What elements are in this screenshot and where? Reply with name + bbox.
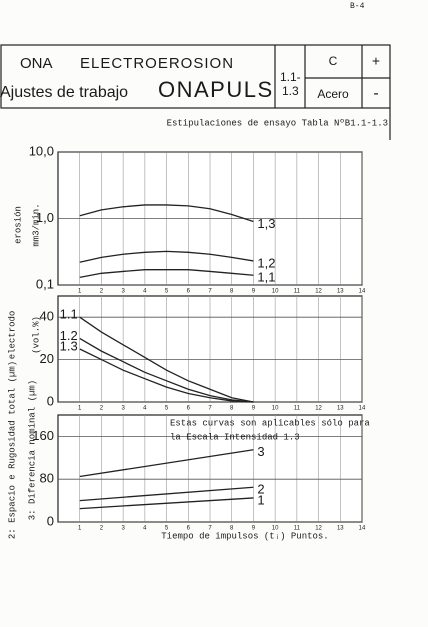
series-label: 1: [257, 492, 264, 507]
y-axis-label: erosión: [13, 206, 23, 244]
x-tick-label: 13: [337, 289, 344, 295]
series-label: 1,1: [257, 270, 275, 285]
product-line: ELECTROEROSION: [80, 55, 234, 72]
x-tick-label: 10: [272, 406, 279, 412]
subtitle: Ajustes de trabajo: [0, 84, 128, 101]
x-tick-label: 8: [230, 526, 234, 532]
x-tick-label: 5: [165, 526, 169, 532]
minus: -: [373, 85, 378, 102]
y-tick-label: 160: [32, 428, 54, 443]
x-tick-label: 12: [315, 406, 322, 412]
series-label: 3: [257, 444, 264, 459]
x-tick-label: 12: [315, 526, 322, 532]
x-tick-label: 4: [143, 406, 147, 412]
x-tick-label: 3: [121, 526, 125, 532]
x-tick-label: 2: [100, 526, 104, 532]
x-tick-label: 14: [359, 526, 366, 532]
y-axis-label: 3: Diferencia nominal (µm): [27, 380, 37, 520]
table-ref: 1.1-: [280, 70, 301, 84]
line: [79, 486, 254, 502]
line: [79, 250, 254, 263]
series-label: 1.2: [60, 328, 78, 343]
material: Acero: [317, 87, 349, 101]
x-tick-label: 7: [208, 526, 212, 532]
y-axis-label: electrodo: [7, 311, 17, 360]
plus: +: [372, 53, 380, 69]
x-tick-label: 1: [78, 406, 82, 412]
x-tick-label: 12: [315, 289, 322, 295]
series-label: 2: [257, 482, 264, 497]
page-ref: B-4: [350, 2, 365, 11]
y-tick-label: 40: [40, 309, 54, 324]
x-tick-label: 1: [78, 289, 82, 295]
x-tick-label: 13: [337, 526, 344, 532]
x-tick-label: 6: [187, 289, 191, 295]
test-conditions: Estipulaciones de ensayo Tabla NºB1.1-1.…: [167, 118, 388, 128]
y-tick-label: 0: [47, 393, 54, 408]
x-tick-label: 8: [230, 289, 234, 295]
x-tick-label: 14: [359, 406, 366, 412]
x-tick-label: 11: [294, 406, 301, 412]
line: [79, 316, 254, 403]
x-tick-label: 14: [359, 289, 366, 295]
x-tick-label: 2: [100, 289, 104, 295]
x-tick-label: 2: [100, 406, 104, 412]
line: [79, 204, 254, 223]
line: [79, 337, 254, 403]
y-axis-label: mm3/min.: [31, 203, 41, 246]
x-tick-label: 3: [121, 406, 125, 412]
annotation: Estas curvas son aplicables sólo para: [170, 418, 370, 428]
x-axis-label: Tiempo de impulsos (tᵢ) Puntos.: [161, 531, 328, 541]
x-tick-label: 3: [121, 289, 125, 295]
material-code: C: [329, 54, 338, 68]
y-tick-label: 20: [40, 351, 54, 366]
x-tick-label: 10: [272, 289, 279, 295]
x-tick-label: 10: [272, 526, 279, 532]
series-label: 1,3: [257, 216, 275, 231]
line: [79, 269, 254, 279]
x-tick-label: 8: [230, 406, 234, 412]
series-label: 1.3: [60, 338, 78, 353]
x-tick-label: 9: [252, 289, 256, 295]
header-box: [0, 44, 391, 109]
line: [79, 348, 254, 403]
y-tick-label: 10,0: [29, 143, 54, 158]
x-tick-label: 5: [165, 289, 169, 295]
x-tick-label: 4: [143, 289, 147, 295]
x-tick-label: 6: [187, 406, 191, 412]
x-tick-label: 5: [165, 406, 169, 412]
series-label: 1.1: [60, 307, 78, 322]
y-tick-label: 0: [47, 513, 54, 528]
line: [79, 497, 254, 510]
y-tick-label: 0,1: [36, 276, 54, 291]
y-axis-label: 2: Espacio e Rugosidad total (µm): [7, 361, 17, 539]
x-tick-label: 9: [252, 526, 256, 532]
y-tick-label: 1,0: [36, 210, 54, 225]
company: ONA: [20, 55, 53, 72]
model: ONAPULS: [158, 77, 274, 102]
x-tick-label: 9: [252, 406, 256, 412]
x-tick-label: 4: [143, 526, 147, 532]
x-tick-label: 6: [187, 526, 191, 532]
x-tick-label: 7: [208, 289, 212, 295]
x-tick-label: 11: [294, 289, 301, 295]
y-tick-label: 80: [40, 471, 54, 486]
y-axis-label: (vol.%): [31, 316, 41, 354]
x-tick-label: 1: [78, 526, 82, 532]
x-tick-label: 11: [294, 526, 301, 532]
line: [79, 449, 254, 478]
x-tick-label: 7: [208, 406, 212, 412]
series-label: 1,2: [257, 255, 275, 270]
x-tick-label: 13: [337, 406, 344, 412]
annotation: la Escala Intensidad 1.3: [170, 432, 300, 442]
table-ref: 1.3: [282, 84, 299, 98]
